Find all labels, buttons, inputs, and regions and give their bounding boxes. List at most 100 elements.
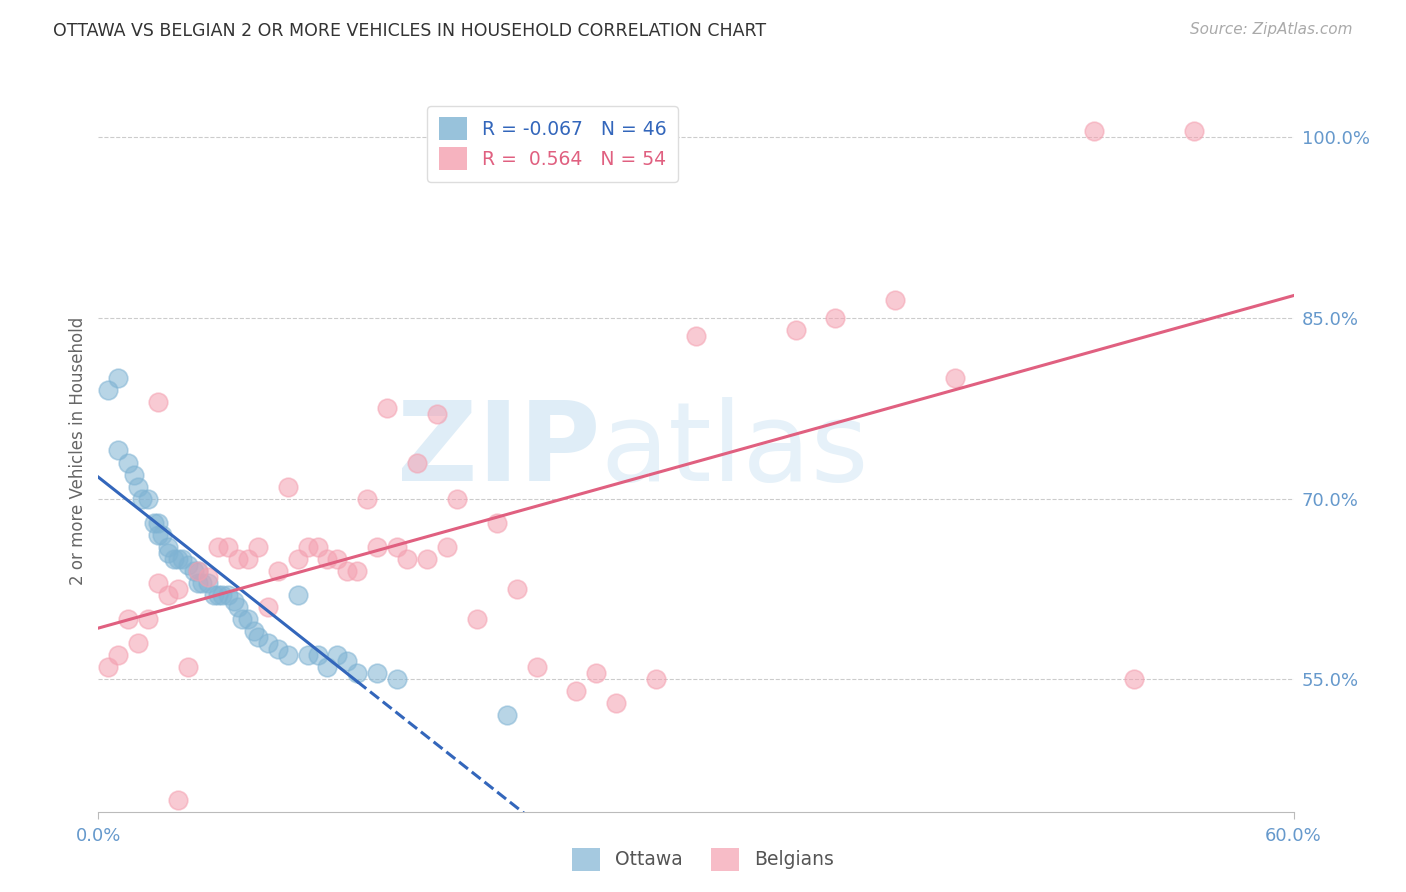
Point — [243, 624, 266, 639]
Point — [226, 599, 249, 614]
Point — [163, 551, 186, 566]
Point — [183, 564, 205, 578]
Point — [211, 588, 233, 602]
Point — [107, 371, 129, 385]
Point — [131, 491, 153, 506]
Point — [326, 648, 349, 662]
Point — [884, 293, 907, 307]
Point — [406, 455, 429, 469]
Point — [297, 648, 319, 662]
Point — [316, 660, 339, 674]
Point — [526, 660, 548, 674]
Point — [446, 491, 468, 506]
Point — [222, 594, 245, 608]
Point — [187, 564, 209, 578]
Point — [172, 551, 194, 566]
Point — [197, 570, 219, 584]
Legend: Ottawa, Belgians: Ottawa, Belgians — [564, 840, 842, 878]
Point — [824, 310, 846, 325]
Point — [277, 480, 299, 494]
Point — [117, 455, 139, 469]
Point — [1123, 673, 1146, 687]
Point — [1083, 124, 1105, 138]
Point — [375, 401, 398, 416]
Point — [336, 654, 359, 668]
Point — [685, 329, 707, 343]
Point — [277, 648, 299, 662]
Point — [157, 540, 180, 554]
Point — [124, 467, 146, 482]
Point — [187, 564, 209, 578]
Point — [157, 546, 180, 560]
Point — [943, 371, 966, 385]
Point — [217, 588, 239, 602]
Point — [385, 540, 409, 554]
Point — [246, 540, 269, 554]
Point — [136, 491, 159, 506]
Point — [236, 551, 259, 566]
Point — [127, 636, 149, 650]
Point — [167, 551, 190, 566]
Point — [565, 684, 588, 698]
Point — [506, 582, 529, 596]
Point — [346, 564, 368, 578]
Point — [136, 612, 159, 626]
Point — [785, 323, 807, 337]
Point — [148, 576, 170, 591]
Point — [267, 642, 290, 657]
Point — [177, 660, 200, 674]
Point — [316, 551, 339, 566]
Point — [107, 648, 129, 662]
Point — [307, 540, 329, 554]
Text: OTTAWA VS BELGIAN 2 OR MORE VEHICLES IN HOUSEHOLD CORRELATION CHART: OTTAWA VS BELGIAN 2 OR MORE VEHICLES IN … — [53, 22, 766, 40]
Point — [356, 491, 378, 506]
Point — [148, 516, 170, 530]
Point — [107, 443, 129, 458]
Point — [150, 528, 173, 542]
Point — [585, 666, 607, 681]
Legend: R = -0.067   N = 46, R =  0.564   N = 54: R = -0.067 N = 46, R = 0.564 N = 54 — [427, 106, 678, 182]
Text: Source: ZipAtlas.com: Source: ZipAtlas.com — [1189, 22, 1353, 37]
Text: ZIP: ZIP — [396, 397, 600, 504]
Point — [177, 558, 200, 572]
Point — [426, 407, 449, 421]
Point — [148, 395, 170, 409]
Point — [366, 666, 388, 681]
Point — [143, 516, 166, 530]
Point — [396, 551, 419, 566]
Point — [485, 516, 508, 530]
Point — [127, 480, 149, 494]
Point — [231, 612, 253, 626]
Point — [267, 564, 290, 578]
Point — [605, 696, 627, 710]
Point — [217, 540, 239, 554]
Point — [117, 612, 139, 626]
Point — [336, 564, 359, 578]
Point — [246, 630, 269, 644]
Point — [236, 612, 259, 626]
Point — [346, 666, 368, 681]
Point — [297, 540, 319, 554]
Point — [256, 636, 278, 650]
Point — [157, 588, 180, 602]
Point — [167, 793, 190, 806]
Point — [1182, 124, 1205, 138]
Point — [197, 576, 219, 591]
Point — [167, 582, 190, 596]
Point — [97, 660, 120, 674]
Point — [287, 588, 309, 602]
Point — [148, 528, 170, 542]
Point — [287, 551, 309, 566]
Point — [645, 673, 668, 687]
Point — [436, 540, 458, 554]
Point — [326, 551, 349, 566]
Point — [207, 588, 229, 602]
Point — [385, 673, 409, 687]
Point — [465, 612, 488, 626]
Point — [307, 648, 329, 662]
Point — [416, 551, 439, 566]
Point — [191, 576, 214, 591]
Point — [207, 540, 229, 554]
Point — [202, 588, 225, 602]
Point — [495, 708, 517, 723]
